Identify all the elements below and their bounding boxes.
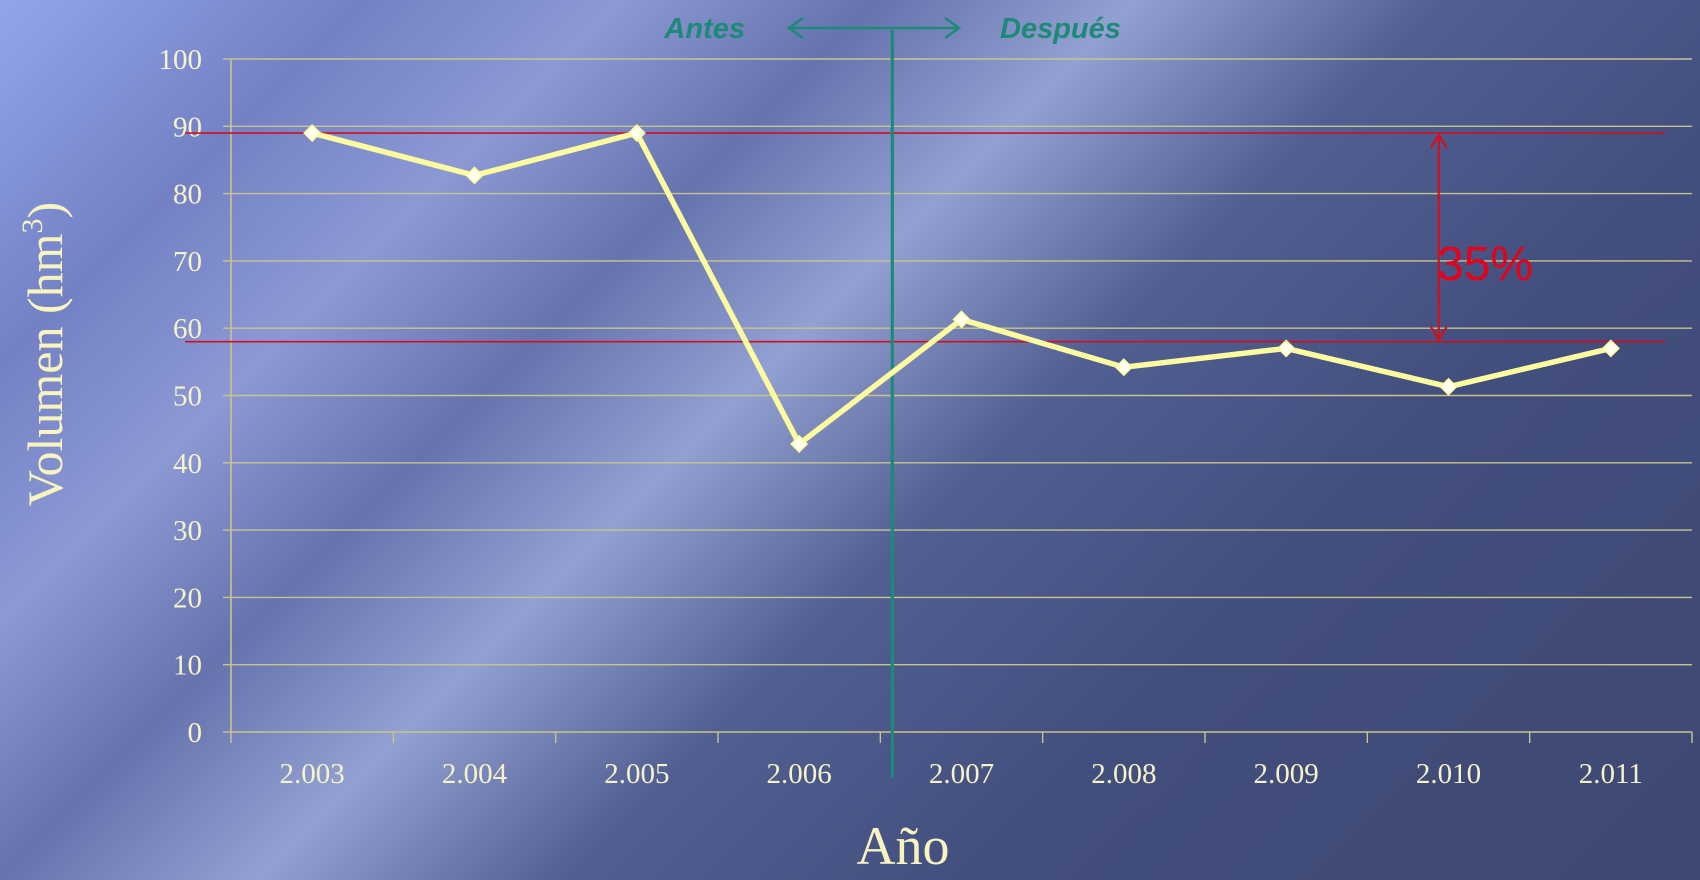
before-label: Antes [663,13,745,45]
data-point [303,123,322,143]
x-tick-label: 2.010 [1416,758,1481,790]
x-axis-title: Año [857,816,950,876]
x-tick-label: 2.005 [604,758,669,790]
x-tick-label: 2.011 [1579,758,1643,790]
y-tick-label: 90 [173,111,202,143]
data-point [952,310,971,329]
grid-lines [231,58,1692,666]
data-point [465,166,484,185]
x-tick-label: 2.007 [929,758,994,790]
divider-arrow-head-right [944,16,962,40]
y-axis-title: Volumen (hm3) [16,202,73,506]
x-tick-label: 2.008 [1091,758,1156,790]
data-point [1439,377,1458,396]
y-tick-label: 0 [188,717,203,749]
y-tick-label: 10 [173,650,202,682]
y-tick-label: 80 [173,179,202,211]
data-point [1601,339,1620,358]
data-point [1277,339,1296,358]
y-tick-label: 30 [173,515,202,547]
y-tick-labels: 0 10 20 30 40 50 60 70 80 90 100 [159,44,203,749]
after-label: Después [1000,13,1121,45]
y-tick-label: 60 [173,313,202,345]
y-tick-label: 100 [159,44,203,76]
divider-arrow-head-left [786,16,804,40]
y-axis-title-superscript: 3 [16,218,49,233]
y-tick-label: 70 [173,246,202,278]
x-tick-labels: 2.003 2.004 2.005 2.006 2.007 2.008 2.009 2.010… [280,758,1643,790]
x-tick-label: 2.003 [280,758,345,790]
x-tick-label: 2.006 [767,758,832,790]
series-line-path [311,129,1612,449]
reduction-arrow-head-bottom [1429,326,1448,342]
data-point [1114,358,1133,377]
y-tick-label: 20 [173,582,202,614]
before-after-divider [786,16,962,778]
data-markers [303,123,1620,454]
y-tick-label: 40 [173,448,202,480]
series-line [311,129,1612,449]
reduction-label: 35% [1437,238,1533,291]
x-tick-label: 2.004 [442,758,508,790]
reduction-arrow-head-top [1429,132,1448,149]
data-point [790,434,809,454]
axes [223,58,1693,743]
y-tick-label: 50 [173,381,202,413]
reference-lines [185,132,1665,343]
data-point [627,123,646,143]
y-axis-title-main: Volumen (hm [17,233,73,506]
x-tick-label: 2.009 [1254,758,1319,790]
y-axis-title-suffix: ) [17,202,73,219]
